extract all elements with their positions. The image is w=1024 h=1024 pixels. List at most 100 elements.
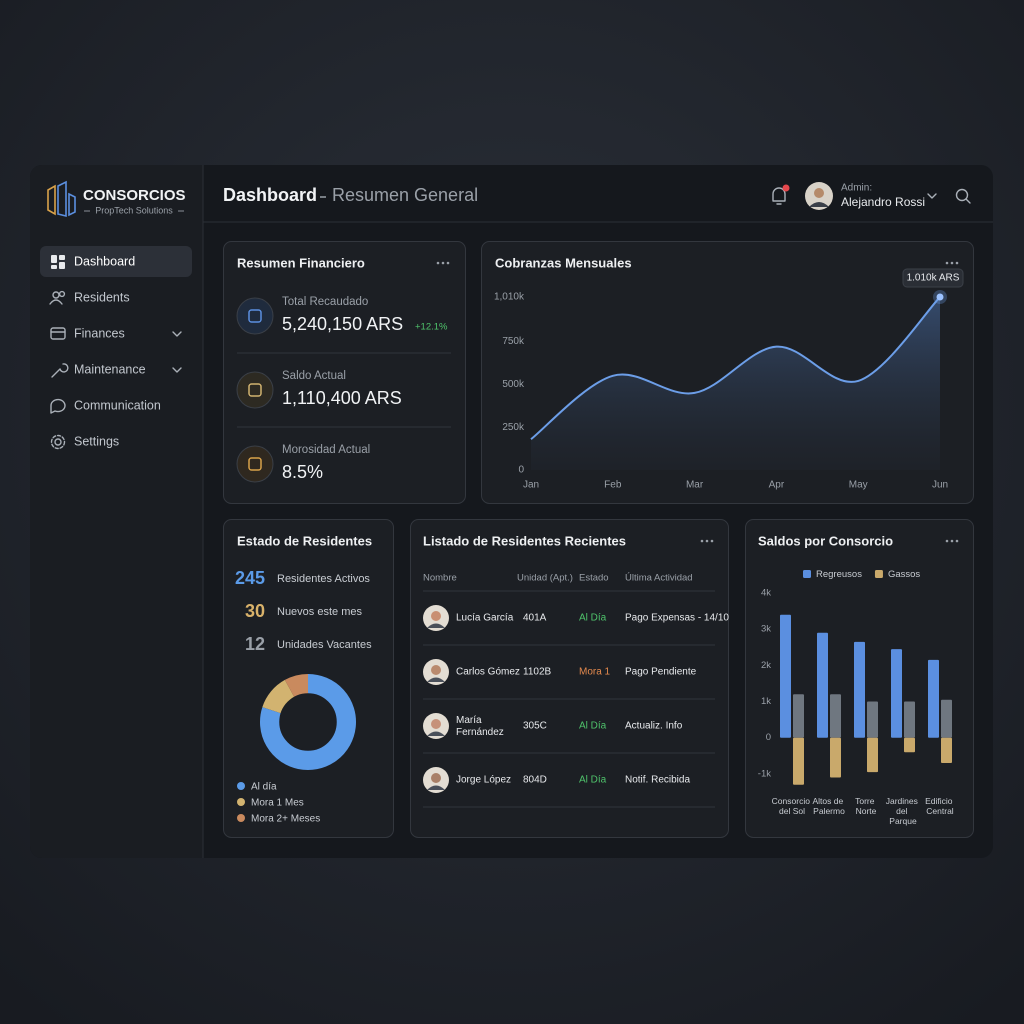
avatar-face	[431, 719, 441, 729]
bar	[904, 701, 915, 738]
nav-item[interactable]: Settings	[74, 434, 119, 448]
donut-segment	[284, 674, 309, 698]
brand-name: CONSORCIOS	[83, 187, 186, 204]
card-title: Estado de Residentes	[237, 533, 372, 548]
annotation-bg	[902, 268, 964, 288]
metric-icon	[236, 371, 274, 409]
resident-activity: Pago Pendiente	[625, 667, 697, 678]
legend-swatch	[803, 570, 811, 578]
bar	[817, 632, 828, 738]
annotation: 1.010k ARS	[907, 273, 960, 284]
donut-segment	[262, 679, 296, 714]
brand-tagline: PropTech Solutions	[95, 205, 173, 215]
stat-value: 30	[245, 601, 265, 621]
y-tick-label: 250k	[502, 422, 525, 433]
x-tick-label: Edificio Central	[925, 796, 955, 816]
menu-dots[interactable]	[945, 261, 959, 265]
x-tick-label: Jardines del Parque	[886, 796, 921, 826]
menu-dots[interactable]	[945, 539, 959, 543]
legend-swatch	[237, 782, 245, 790]
bar	[941, 737, 952, 764]
avatar-body	[427, 785, 445, 790]
metric-icon-glyph	[248, 309, 262, 323]
metric-icon	[236, 297, 274, 335]
nav-chevron[interactable]	[172, 331, 182, 337]
nav-item[interactable]: Communication	[74, 398, 161, 412]
bar	[793, 737, 804, 785]
nav-chevron[interactable]	[172, 367, 182, 373]
legend-swatch	[237, 814, 245, 822]
metric-icon-glyph	[248, 457, 262, 471]
card-title: Saldos por Consorcio	[758, 533, 893, 548]
card-title: Cobranzas Mensuales	[495, 255, 632, 270]
resident-name[interactable]: Lucía García	[456, 613, 514, 624]
resident-status: Mora 1	[579, 667, 611, 678]
y-tick-label: 3k	[761, 624, 771, 635]
donut-hole-edge	[279, 693, 337, 751]
metric-label: Saldo Actual	[282, 370, 346, 382]
y-tick-label: 500k	[502, 379, 525, 390]
x-tick-label: May	[849, 480, 868, 491]
stat-label: Residentes Activos	[277, 573, 370, 585]
table-header: Nombre	[423, 573, 457, 584]
user-name[interactable]: Alejandro Rossi	[841, 195, 925, 209]
card-menus	[436, 261, 959, 543]
logo-icon	[47, 180, 76, 218]
point	[936, 293, 944, 301]
avatar-face	[431, 773, 441, 783]
notifications[interactable]	[772, 184, 790, 205]
x-tick-label: Mar	[686, 480, 704, 491]
menu-dots[interactable]	[700, 539, 714, 543]
nav-item[interactable]: Residents	[74, 290, 130, 304]
user-role: Admin:	[841, 183, 872, 194]
resident-activity: Pago Expensas - 14/10	[625, 613, 729, 624]
x-tick-label: Altos de Palermo	[812, 796, 845, 816]
y-tick-label: 0	[766, 732, 771, 743]
search[interactable]	[955, 188, 971, 204]
metric-icon	[236, 445, 274, 483]
user-menu-chevron[interactable]	[927, 193, 937, 199]
x-tick-label: Torre Norte	[855, 796, 877, 816]
avatar-body	[427, 731, 445, 736]
menu-dots[interactable]	[436, 261, 450, 265]
nav-active-bg	[40, 246, 192, 277]
resident-status: Al Día	[579, 721, 607, 732]
legend-swatch	[237, 798, 245, 806]
legend-label: Al día	[251, 782, 277, 793]
x-tick-label: Consorcio del Sol	[772, 796, 813, 816]
resident-name[interactable]: Carlos Gómez	[456, 667, 520, 678]
bar	[904, 737, 915, 753]
bar	[891, 649, 902, 738]
y-tick-label: 1,010k	[494, 292, 525, 303]
bar	[830, 694, 841, 738]
resident-status: Al Día	[579, 775, 607, 786]
metric-label: Total Recaudado	[282, 296, 368, 308]
icon-finances	[50, 327, 66, 340]
resident-unit: 804D	[523, 775, 547, 786]
y-tick-label: 1k	[761, 696, 771, 707]
x-tick-label: Feb	[604, 480, 622, 491]
icon-communication	[50, 398, 66, 414]
donut-segment	[260, 674, 356, 770]
nav-item[interactable]: Maintenance	[74, 362, 146, 376]
y-tick-label: -1k	[758, 768, 771, 779]
nav-item[interactable]: Dashboard	[74, 254, 135, 268]
bar	[867, 737, 878, 773]
table-header: Unidad (Apt.)	[517, 573, 573, 584]
resident-name[interactable]: Jorge López	[456, 775, 511, 786]
stat-label: Nuevos este mes	[277, 606, 362, 618]
icon-residents	[49, 290, 66, 305]
bar	[854, 641, 865, 738]
bar	[941, 699, 952, 738]
user-avatar[interactable]	[805, 182, 833, 210]
nav-item[interactable]: Finances	[74, 326, 125, 340]
metric-change: +12.1%	[415, 322, 448, 333]
table-header: Última Actividad	[625, 573, 693, 584]
resident-activity: Notif. Recibida	[625, 775, 690, 786]
resident-name[interactable]: María Fernández	[456, 715, 504, 738]
resident-unit: 401A	[523, 613, 547, 624]
legend-label: Gassos	[888, 569, 920, 580]
metric-label: Morosidad Actual	[282, 444, 370, 456]
line	[530, 296, 941, 440]
legend-label: Mora 2+ Meses	[251, 814, 320, 825]
